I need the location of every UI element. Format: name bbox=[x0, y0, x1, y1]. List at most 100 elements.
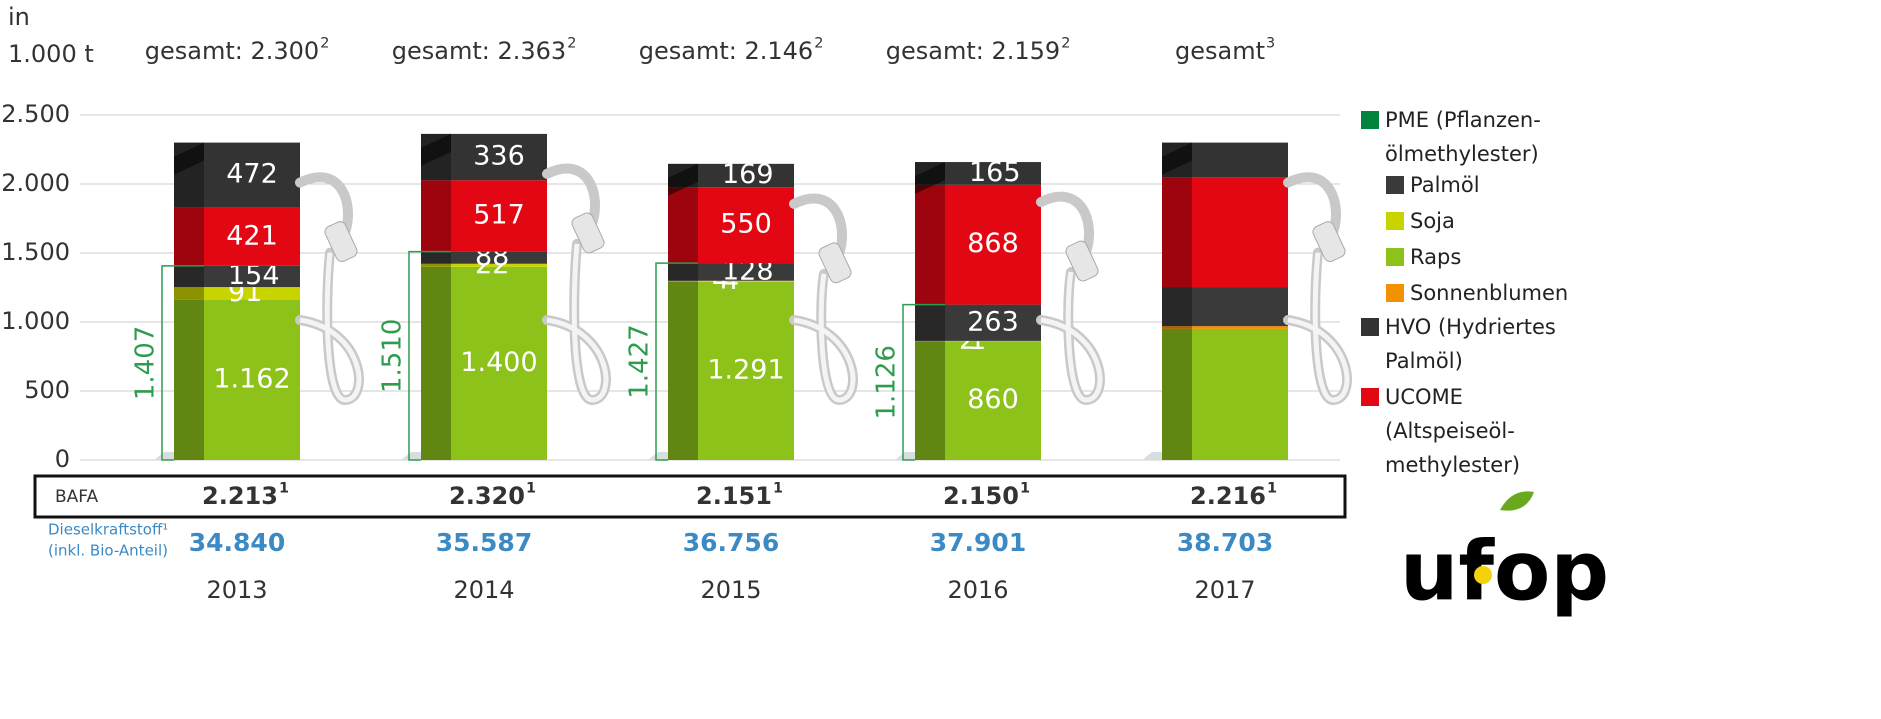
bar-segment bbox=[945, 162, 1041, 185]
bar-side bbox=[421, 266, 451, 460]
bar-side-shade bbox=[174, 207, 204, 266]
unit-label: in bbox=[8, 3, 30, 31]
x-tick-label: 2013 bbox=[206, 576, 267, 604]
bafa-value: 2.151 bbox=[696, 482, 772, 510]
value-label: 421 bbox=[226, 220, 278, 251]
diesel-value: 37.901 bbox=[930, 528, 1026, 557]
bracket bbox=[902, 303, 945, 461]
unit-label: 1.000 t bbox=[8, 40, 94, 68]
legend-swatch bbox=[1361, 318, 1379, 336]
bar-side bbox=[174, 299, 204, 460]
total-label-sup: 3 bbox=[1266, 36, 1275, 52]
bar-side bbox=[668, 281, 698, 282]
bar-segment bbox=[204, 265, 300, 288]
legend-text: Raps bbox=[1410, 245, 1462, 269]
pump-hose-inner bbox=[299, 252, 362, 403]
x-tick-label: 2016 bbox=[947, 576, 1008, 604]
value-label: 336 bbox=[473, 141, 525, 172]
bar-side-shade bbox=[421, 180, 451, 252]
bafa-value: 2.216 bbox=[1190, 482, 1266, 510]
pump-hose-inner bbox=[1287, 252, 1350, 403]
pump-hose-inner bbox=[546, 243, 609, 403]
legend-item: Raps bbox=[1386, 240, 1590, 274]
legend-swatch bbox=[1361, 111, 1379, 129]
bafa-value-sup: 1 bbox=[773, 481, 783, 497]
bar-side bbox=[668, 263, 698, 281]
bar-side bbox=[1162, 328, 1192, 460]
legend-item: Soja bbox=[1386, 204, 1590, 238]
legend-text: Palmöl bbox=[1410, 173, 1480, 197]
bafa-value-sup: 1 bbox=[1267, 481, 1277, 497]
legend-text: PME (Pflanzen-ölmethylester) bbox=[1385, 108, 1541, 166]
value-label: 868 bbox=[967, 228, 1019, 259]
bar-side-shade bbox=[915, 341, 945, 460]
pump-nozzle bbox=[818, 242, 852, 284]
bar-side bbox=[421, 251, 451, 264]
y-tick-label: 0 bbox=[55, 445, 70, 473]
bar-segment bbox=[1192, 328, 1288, 460]
bar-segment bbox=[204, 287, 300, 300]
bar-side-shade bbox=[668, 187, 698, 264]
bar-side-shade bbox=[915, 304, 945, 341]
bracket bbox=[408, 250, 451, 461]
legend-swatch bbox=[1386, 248, 1404, 266]
legend-item: HVO (Hydriertes Palmöl) bbox=[1361, 310, 1575, 378]
value-label: 165 bbox=[969, 157, 1021, 188]
total-label: gesamt: 2.363 bbox=[392, 37, 566, 65]
bar-side bbox=[915, 341, 945, 460]
diesel-label: Dieselkraftstoff¹ bbox=[48, 521, 168, 539]
bar-segment bbox=[698, 280, 794, 282]
total-label-sup: 2 bbox=[1061, 36, 1070, 52]
bar-side bbox=[915, 184, 945, 305]
bar-segment bbox=[698, 263, 794, 281]
bar-top bbox=[1162, 142, 1192, 175]
y-tick-label: 2.000 bbox=[1, 169, 70, 197]
legend-swatch bbox=[1386, 284, 1404, 302]
total-label-sup: 2 bbox=[320, 36, 329, 52]
pump-nozzle bbox=[1312, 221, 1346, 262]
total-label: gesamt: 2.300 bbox=[145, 37, 319, 65]
bar-side-shade bbox=[668, 281, 698, 282]
bracket bbox=[655, 262, 698, 461]
bar-segment bbox=[204, 299, 300, 460]
value-label: 860 bbox=[967, 384, 1019, 415]
bar-side bbox=[668, 280, 698, 282]
bafa-value: 2.320 bbox=[449, 482, 525, 510]
logo: ufop bbox=[1400, 524, 1609, 619]
bar-side-shade bbox=[1162, 326, 1192, 329]
y-tick-label: 2.500 bbox=[1, 100, 70, 128]
bar-side bbox=[1162, 326, 1192, 329]
bar-side-shade bbox=[1162, 177, 1192, 288]
total-label: gesamt bbox=[1175, 37, 1265, 65]
bar-side bbox=[1162, 177, 1192, 288]
diesel-value: 36.756 bbox=[683, 528, 779, 557]
bar-segment bbox=[1192, 177, 1288, 288]
legend-swatch bbox=[1386, 176, 1404, 194]
bar-side bbox=[915, 304, 945, 341]
value-label: 550 bbox=[720, 209, 772, 240]
pump-nozzle bbox=[1065, 240, 1099, 282]
diesel-value: 35.587 bbox=[436, 528, 532, 557]
bafa-value: 2.213 bbox=[202, 482, 278, 510]
legend-item: Palmöl bbox=[1386, 168, 1590, 202]
y-tick-label: 1.500 bbox=[1, 238, 70, 266]
bar-side-shade bbox=[668, 280, 698, 282]
pump-nozzle bbox=[324, 221, 358, 262]
bar-segment bbox=[698, 187, 794, 264]
total-label-sup: 2 bbox=[567, 36, 576, 52]
bar-side-shade bbox=[1162, 287, 1192, 327]
y-tick-label: 1.000 bbox=[1, 307, 70, 335]
legend-swatch bbox=[1361, 388, 1379, 406]
bar-segment bbox=[451, 180, 547, 252]
bar-segment bbox=[945, 341, 1041, 460]
bar-segment bbox=[945, 304, 1041, 341]
bar-segment bbox=[451, 251, 547, 264]
bar-segment bbox=[698, 163, 794, 188]
bar-side bbox=[174, 287, 204, 300]
bar-segment bbox=[945, 184, 1041, 305]
bar-side-shade bbox=[174, 287, 204, 300]
logo-dot bbox=[1474, 566, 1492, 584]
total-label: gesamt: 2.146 bbox=[639, 37, 813, 65]
